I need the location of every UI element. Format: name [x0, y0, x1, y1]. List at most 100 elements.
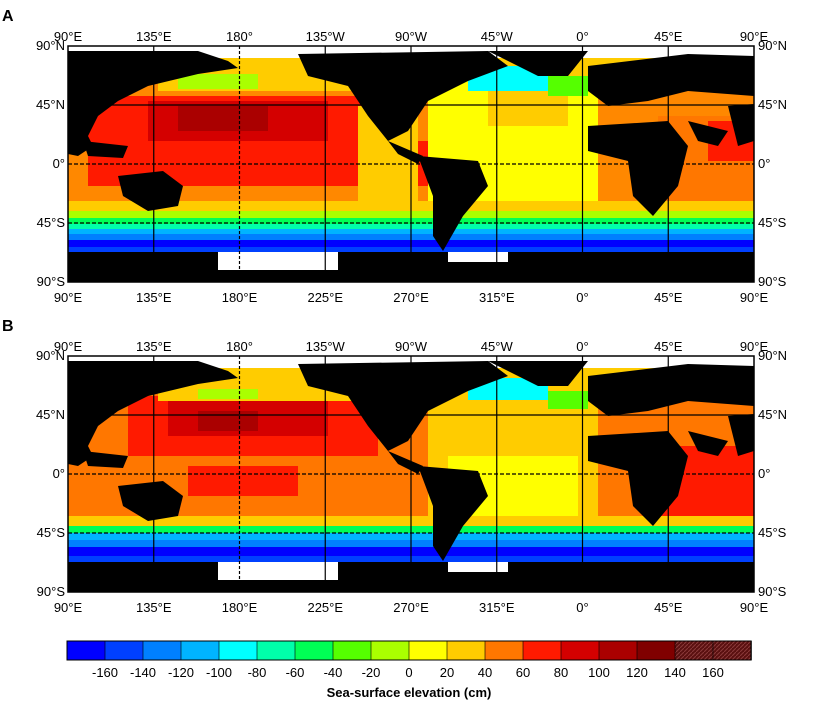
left-axis-a: 90°N 45°N 0° 45°S 90°S	[36, 38, 65, 289]
top-axis-b: 90°E 135°E 180° 135°W 90°W 45°W 0° 45°E 90°E	[54, 339, 769, 354]
colorbar-tick-label: 140	[664, 665, 686, 680]
colorbar-swatch	[181, 641, 220, 660]
right-axis-b: 90°N 45°N 0° 45°S 90°S	[758, 348, 787, 599]
map-b	[68, 356, 754, 592]
top-tick-label: 45°E	[654, 29, 683, 44]
colorbar-title: Sea-surface elevation (cm)	[327, 685, 492, 700]
right-tick-label: 45°S	[758, 215, 787, 230]
top-tick-label: 135°E	[136, 339, 172, 354]
bottom-tick-label: 90°E	[740, 290, 769, 305]
colorbar-swatch	[523, 641, 562, 660]
top-tick-label: 180°	[226, 29, 253, 44]
left-tick-label: 0°	[53, 466, 65, 481]
panel-a: A 90°E 135°E 180° 135°W 90°W 45°W 0° 45°E 90°E 9…	[2, 8, 787, 305]
colorbar-swatch	[67, 641, 106, 660]
left-axis-b: 90°N45°N0°45°S90°S	[36, 348, 65, 599]
top-tick-label: 135°E	[136, 29, 172, 44]
right-tick-label: 90°S	[758, 274, 787, 289]
colorbar-tick-label: 60	[516, 665, 530, 680]
map-a	[68, 46, 754, 282]
bottom-tick-label: 90°E	[740, 600, 769, 615]
bottom-tick-label: 0°	[576, 290, 588, 305]
bottom-tick-label: 45°E	[654, 600, 683, 615]
top-tick-label: 0°	[576, 29, 588, 44]
top-tick-label: 180°	[226, 339, 253, 354]
bottom-tick-label: 180°E	[222, 290, 258, 305]
left-tick-label: 90°S	[37, 274, 66, 289]
left-tick-label: 90°N	[36, 348, 65, 363]
colorbar-tick-label: 100	[588, 665, 610, 680]
colorbar-tick-label: 80	[554, 665, 568, 680]
bottom-tick-label: 0°	[576, 600, 588, 615]
right-tick-label: 90°N	[758, 38, 787, 53]
bottom-tick-label: 315°E	[479, 290, 515, 305]
colorbar-swatch	[295, 641, 334, 660]
colorbar-swatch	[143, 641, 182, 660]
panel-letter-a: A	[2, 8, 14, 25]
colorbar-swatch	[485, 641, 524, 660]
bottom-tick-label: 45°E	[654, 290, 683, 305]
bottom-tick-label: 270°E	[393, 600, 429, 615]
colorbar-tick-label: 160	[702, 665, 724, 680]
panel-letter-b: B	[2, 318, 14, 335]
colorbar-swatches	[67, 641, 752, 660]
colorbar-swatch	[105, 641, 144, 660]
left-tick-label: 0°	[53, 156, 65, 171]
bottom-tick-label: 90°E	[54, 290, 83, 305]
right-tick-label: 45°N	[758, 97, 787, 112]
colorbar-tick-label: 40	[478, 665, 492, 680]
colorbar-swatch	[409, 641, 448, 660]
bottom-tick-label: 225°E	[307, 290, 343, 305]
panel-b: B 90°E 135°E 180° 135°W 90°W 45°W 0° 45°E 90°E 9…	[2, 318, 787, 615]
colorbar-tick-label: -140	[130, 665, 156, 680]
colorbar-swatch	[599, 641, 638, 660]
colorbar: -160 -140 -120 -100 -80 -60 -40 -20 0 20 40 60 80 100…	[67, 641, 752, 700]
right-tick-label: 90°S	[758, 584, 787, 599]
top-tick-label: 135°W	[306, 339, 346, 354]
colorbar-swatch	[561, 641, 600, 660]
bottom-tick-label: 315°E	[479, 600, 515, 615]
bottom-tick-label: 225°E	[307, 600, 343, 615]
colorbar-swatch	[713, 641, 752, 660]
colorbar-tick-label: -100	[206, 665, 232, 680]
colorbar-tick-label: -80	[248, 665, 267, 680]
top-tick-label: 45°W	[481, 29, 514, 44]
colorbar-swatch	[447, 641, 486, 660]
top-tick-label: 45°E	[654, 339, 683, 354]
top-tick-label: 135°W	[306, 29, 346, 44]
top-tick-label: 90°W	[395, 29, 428, 44]
right-tick-label: 0°	[758, 156, 770, 171]
top-tick-label: 0°	[576, 339, 588, 354]
colorbar-tick-label: -20	[362, 665, 381, 680]
left-tick-label: 45°N	[36, 97, 65, 112]
right-tick-label: 90°N	[758, 348, 787, 363]
colorbar-tick-label: -160	[92, 665, 118, 680]
bottom-tick-label: 90°E	[54, 600, 83, 615]
colorbar-tick-label: 20	[440, 665, 454, 680]
right-tick-label: 0°	[758, 466, 770, 481]
colorbar-swatch	[371, 641, 410, 660]
right-tick-label: 45°S	[758, 525, 787, 540]
bottom-axis-a: 90°E 135°E 180°E 225°E 270°E 315°E 0° 45°E 90°E	[54, 290, 769, 305]
colorbar-swatch	[333, 641, 372, 660]
left-tick-label: 45°N	[36, 407, 65, 422]
bottom-tick-label: 135°E	[136, 600, 172, 615]
colorbar-tick-label: -120	[168, 665, 194, 680]
bottom-tick-label: 180°E	[222, 600, 258, 615]
left-tick-label: 90°S	[37, 584, 66, 599]
right-tick-label: 45°N	[758, 407, 787, 422]
left-tick-label: 45°S	[37, 215, 66, 230]
bottom-tick-label: 270°E	[393, 290, 429, 305]
colorbar-tick-label: 0	[405, 665, 412, 680]
colorbar-swatch	[675, 641, 714, 660]
left-tick-label: 90°N	[36, 38, 65, 53]
bottom-tick-label: 135°E	[136, 290, 172, 305]
colorbar-swatch	[257, 641, 296, 660]
right-axis-a: 90°N 45°N 0° 45°S 90°S	[758, 38, 787, 289]
colorbar-tick-label: -40	[324, 665, 343, 680]
colorbar-tick-label: 120	[626, 665, 648, 680]
top-tick-label: 90°W	[395, 339, 428, 354]
colorbar-swatch	[219, 641, 258, 660]
colorbar-tick-label: -60	[286, 665, 305, 680]
